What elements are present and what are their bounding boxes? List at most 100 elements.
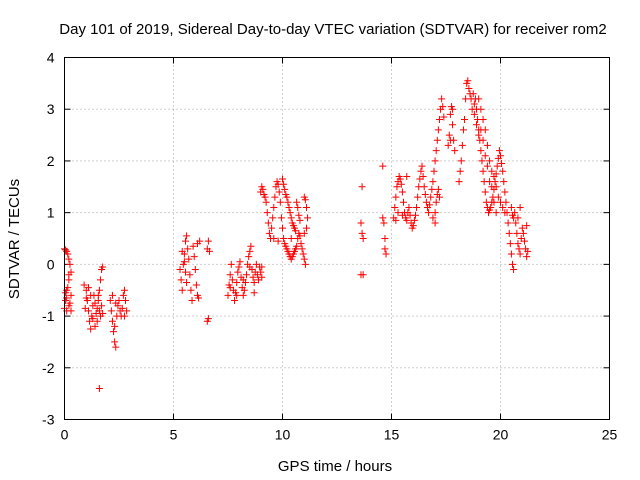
- data-point: [263, 209, 271, 217]
- data-point: [432, 198, 440, 206]
- data-point: [382, 250, 390, 258]
- x-axis-label: GPS time / hours: [278, 458, 392, 475]
- data-point: [270, 203, 278, 211]
- x-tick-label: 0: [61, 427, 69, 443]
- data-point: [286, 209, 294, 217]
- data-point: [295, 211, 303, 219]
- data-point: [106, 297, 114, 305]
- data-point: [470, 110, 478, 118]
- data-point: [515, 245, 523, 253]
- data-point: [280, 235, 288, 242]
- data-point: [519, 229, 527, 237]
- data-point: [277, 214, 285, 222]
- data-point: [403, 172, 411, 180]
- data-point: [431, 157, 439, 165]
- data-point: [301, 260, 309, 268]
- data-point: [67, 307, 75, 315]
- data-point: [181, 268, 189, 276]
- data-point: [426, 201, 434, 209]
- data-point: [67, 291, 75, 299]
- y-tick-label: -2: [42, 360, 55, 376]
- data-point: [93, 317, 101, 325]
- data-point: [425, 209, 433, 217]
- data-point: [455, 178, 463, 186]
- data-point: [262, 198, 270, 206]
- data-point: [243, 271, 251, 279]
- data-point: [465, 85, 473, 93]
- y-tick-label: -1: [42, 308, 55, 324]
- data-point: [279, 175, 286, 183]
- data-point: [294, 203, 302, 211]
- data-point: [112, 299, 120, 307]
- data-point: [108, 317, 116, 325]
- data-point: [191, 266, 199, 274]
- data-point: [112, 343, 120, 351]
- data-point: [432, 147, 440, 155]
- data-point: [477, 105, 485, 113]
- data-point: [498, 160, 506, 168]
- y-axis-label: SDTVAR / TECUs: [6, 179, 23, 299]
- data-point: [264, 219, 272, 227]
- data-point: [84, 284, 92, 292]
- data-point: [183, 278, 191, 286]
- x-tick-label: 25: [602, 427, 618, 443]
- data-point: [87, 291, 95, 299]
- data-point: [120, 286, 128, 294]
- data-point: [409, 222, 417, 230]
- data-point: [379, 214, 387, 222]
- x-tick-label: 5: [170, 427, 178, 443]
- data-point: [510, 266, 518, 274]
- data-point: [259, 185, 267, 193]
- data-point: [274, 237, 282, 245]
- data-point: [512, 219, 520, 227]
- data-point: [94, 291, 102, 299]
- data-point: [247, 242, 255, 250]
- data-point: [393, 183, 401, 191]
- data-point: [298, 245, 306, 253]
- data-point: [235, 263, 243, 271]
- data-point: [488, 183, 496, 191]
- data-point: [511, 209, 519, 217]
- data-point: [297, 240, 305, 248]
- data-point: [456, 167, 464, 175]
- data-point: [481, 188, 489, 196]
- data-point: [379, 162, 387, 170]
- data-point: [410, 216, 418, 224]
- data-point: [91, 322, 99, 330]
- data-point: [204, 237, 212, 245]
- data-point: [108, 291, 116, 299]
- data-point: [397, 180, 405, 188]
- data-point: [470, 100, 478, 108]
- data-point: [420, 183, 428, 191]
- y-tick-label: 1: [47, 205, 55, 221]
- data-point: [483, 141, 491, 149]
- data-point: [119, 291, 127, 299]
- data-point: [418, 162, 426, 170]
- data-point: [469, 90, 477, 98]
- data-point: [487, 203, 495, 211]
- data-point: [122, 297, 130, 305]
- data-point: [234, 268, 242, 276]
- data-point: [486, 178, 494, 186]
- data-point: [479, 136, 487, 144]
- data-point: [226, 271, 234, 279]
- data-point: [427, 193, 435, 201]
- data-point: [478, 157, 486, 165]
- data-point: [399, 198, 407, 206]
- data-point: [413, 203, 421, 211]
- data-point: [507, 203, 515, 211]
- data-point: [240, 286, 248, 294]
- data-point: [302, 203, 310, 211]
- data-point: [429, 178, 437, 186]
- data-point: [250, 289, 258, 297]
- axis-ticks: 0 5 10 15 20 25 -3 -2 -1 0 1 2 3 4: [42, 50, 617, 443]
- data-point: [506, 240, 514, 248]
- data-point: [98, 302, 106, 310]
- data-point: [66, 299, 74, 307]
- data-point: [392, 216, 400, 224]
- data-point: [419, 172, 427, 180]
- data-point: [178, 247, 186, 255]
- data-point: [444, 141, 452, 149]
- data-point: [228, 276, 236, 284]
- data-point: [446, 136, 454, 144]
